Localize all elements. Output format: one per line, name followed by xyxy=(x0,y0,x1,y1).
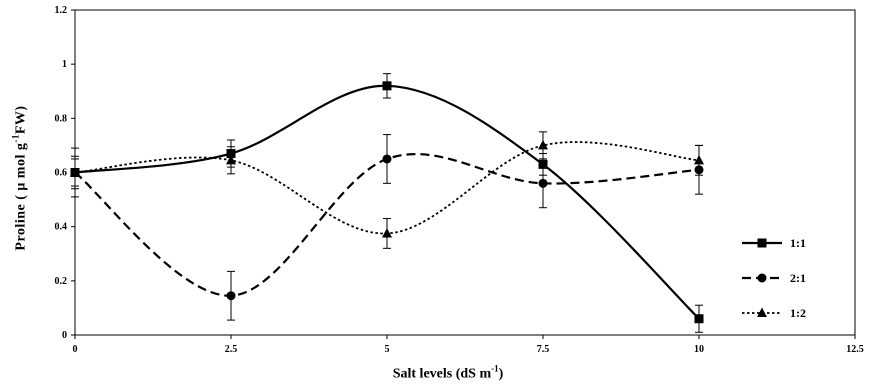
x-tick-label: 5 xyxy=(385,344,390,355)
data-point xyxy=(694,314,704,324)
legend-label: 1:1 xyxy=(790,236,806,250)
data-point xyxy=(538,139,548,150)
x-tick-label: 7.5 xyxy=(537,344,550,355)
x-tick-label: 0 xyxy=(73,344,78,355)
legend-label: 2:1 xyxy=(790,271,806,285)
y-tick-label: 0.4 xyxy=(55,222,68,233)
legend-marker xyxy=(757,307,767,317)
data-point xyxy=(382,81,392,91)
series-line xyxy=(74,84,700,320)
y-tick-label: 0 xyxy=(62,330,67,341)
x-tick-label: 10 xyxy=(694,344,704,355)
y-tick-label: 0.6 xyxy=(55,168,68,179)
data-point xyxy=(382,227,392,238)
legend-marker xyxy=(757,273,767,283)
x-tick-label: 2.5 xyxy=(225,344,238,355)
data-point xyxy=(382,154,392,164)
y-tick-label: 1.2 xyxy=(55,5,68,16)
data-point xyxy=(226,154,236,165)
data-point xyxy=(226,291,236,301)
plot-frame xyxy=(74,9,856,336)
legend-label: 1:2 xyxy=(790,306,806,320)
y-tick-label: 0.2 xyxy=(55,276,68,287)
y-tick-label: 1 xyxy=(62,59,67,70)
data-point xyxy=(70,167,80,177)
legend-marker xyxy=(757,238,767,248)
x-tick-label: 12.5 xyxy=(846,344,864,355)
data-point xyxy=(694,154,704,165)
y-tick-label: 0.8 xyxy=(55,113,68,124)
data-point xyxy=(538,178,548,188)
